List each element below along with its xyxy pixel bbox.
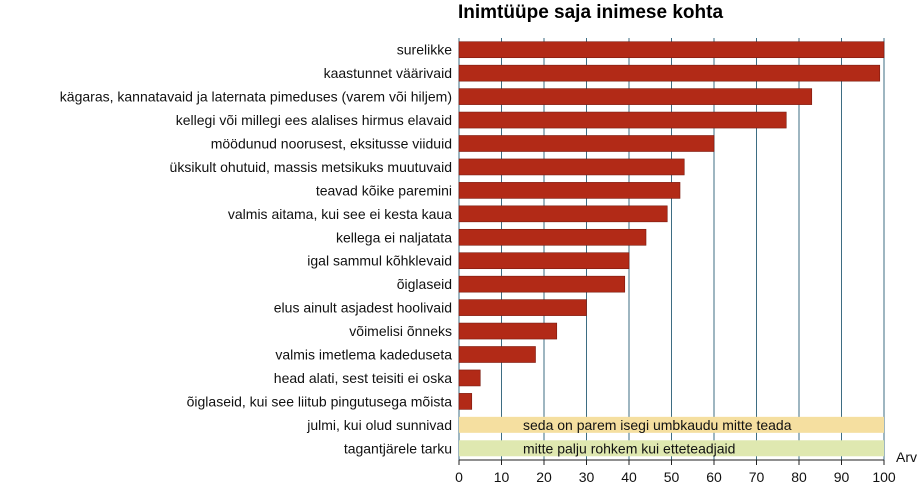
- bar: [458, 205, 668, 223]
- category-label: võimelisi õnneks: [349, 323, 452, 339]
- x-tick-label: 100: [872, 469, 896, 485]
- bar: [458, 135, 715, 152]
- bar: [458, 158, 685, 176]
- category-label: elus ainult asjadest hoolivaid: [274, 300, 452, 316]
- category-label: teavad kõike paremini: [316, 182, 452, 198]
- x-axis-label: Arv: [896, 449, 917, 465]
- category-label: julmi, kui olud sunnivad: [306, 417, 452, 433]
- category-label: kellegi või millegi ees alalises hirmus …: [176, 112, 452, 128]
- note-label: seda on parem isegi umbkaudu mitte teada: [523, 417, 792, 433]
- category-label: igal sammul kõhklevaid: [307, 253, 452, 269]
- x-tick-label: 80: [791, 469, 807, 485]
- bar: [458, 393, 473, 410]
- x-tick-label: 0: [455, 469, 463, 485]
- x-tick-label: 60: [706, 469, 722, 485]
- bar: [458, 228, 647, 246]
- bar: [458, 346, 536, 363]
- bar: [458, 299, 587, 316]
- x-tick-label: 50: [664, 469, 680, 485]
- note-band: [459, 440, 884, 457]
- category-label: kägaras, kannatavaid ja laternata pimedu…: [60, 89, 452, 105]
- bar: [458, 369, 481, 387]
- chart-title: Inimtüüpe saja inimese kohta: [458, 2, 724, 23]
- bar: [458, 252, 630, 270]
- x-tick-label: 30: [579, 469, 595, 485]
- category-label: surelikke: [397, 42, 452, 58]
- category-label: õiglaseid: [397, 276, 452, 292]
- bar: [458, 182, 681, 199]
- x-tick-label: 90: [834, 469, 850, 485]
- category-label: üksikult ohutuid, massis metsikuks muutu…: [170, 159, 452, 175]
- x-tick-label: 40: [621, 469, 637, 485]
- x-tick-label: 70: [749, 469, 765, 485]
- category-label: kaastunnet väärivaid: [324, 65, 452, 81]
- category-label: head alati, sest teisiti ei oska: [274, 370, 452, 386]
- bar: [458, 64, 881, 82]
- category-label: valmis aitama, kui see ei kesta kaua: [228, 206, 452, 222]
- note-band: [459, 416, 884, 433]
- category-label: möödunud noorusest, eksitusse viiduid: [211, 136, 452, 152]
- category-label: kellega ei naljatata: [336, 229, 452, 245]
- bar: [458, 322, 558, 340]
- bar: [458, 41, 885, 59]
- x-tick-label: 20: [536, 469, 552, 485]
- x-tick-label: 10: [494, 469, 510, 485]
- category-label: tagantjärele tarku: [344, 440, 452, 456]
- bar: [458, 88, 813, 105]
- bar: [458, 275, 626, 293]
- bar: [458, 111, 787, 129]
- note-label: mitte palju rohkem kui etteteadjaid: [523, 440, 735, 456]
- category-label: valmis imetlema kadeduseta: [275, 347, 452, 363]
- category-label: õiglaseid, kui see liitub pingutusega mõ…: [187, 393, 453, 409]
